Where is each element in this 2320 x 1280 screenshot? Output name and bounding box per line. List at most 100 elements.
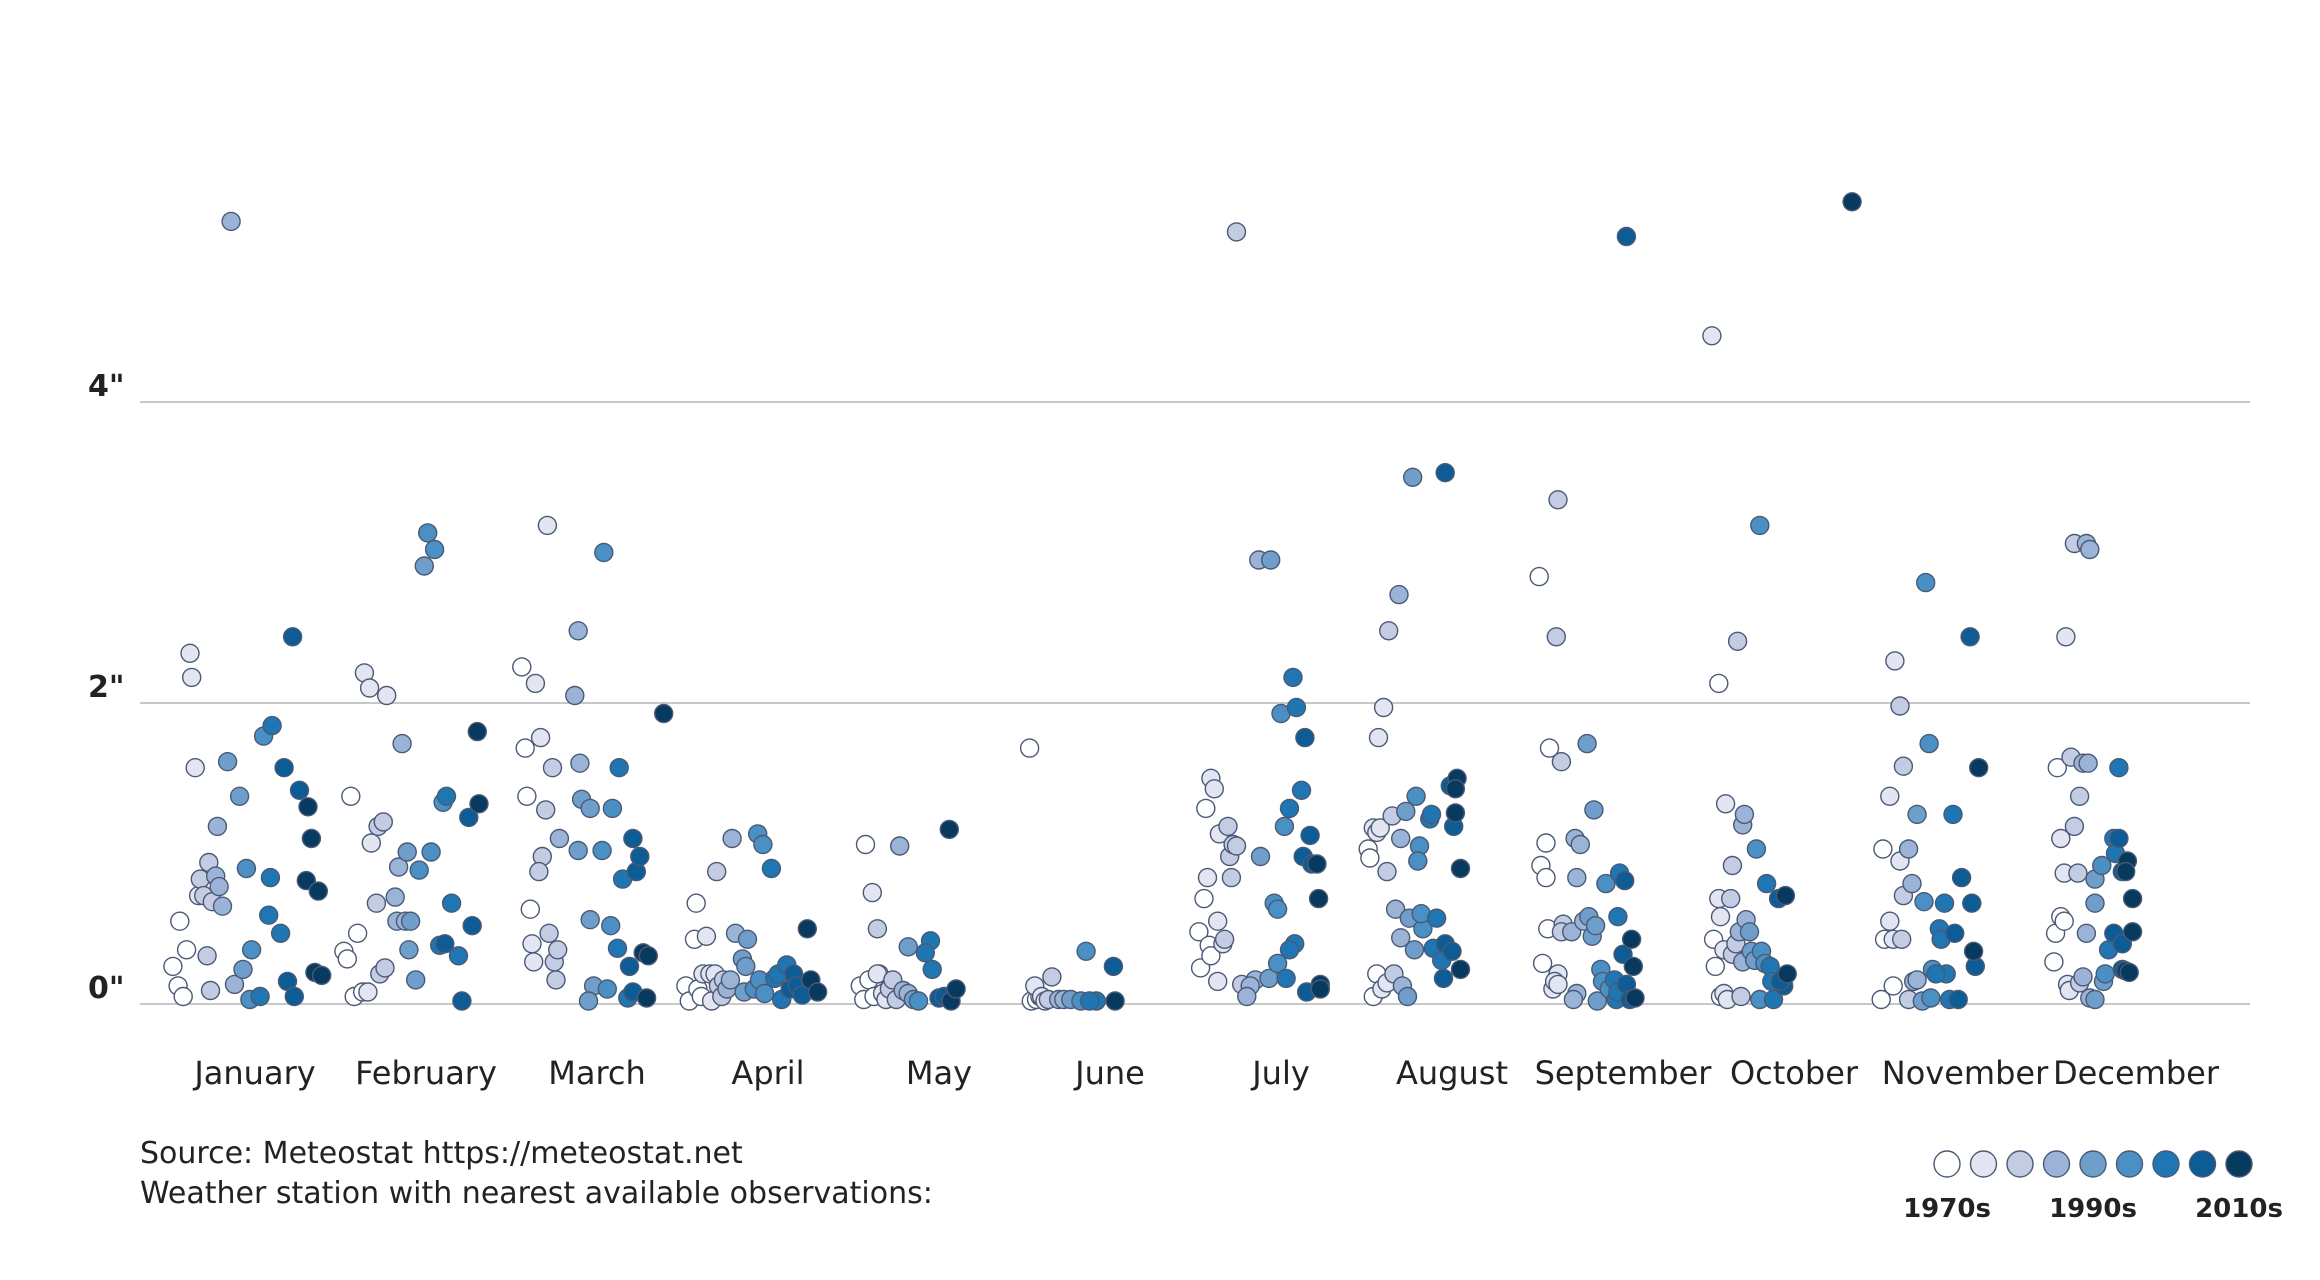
data-point [542,758,563,778]
data-point [2115,861,2136,882]
data-point [1404,940,1425,960]
data-point [1934,893,1955,913]
data-point [1397,986,1418,1007]
data-point [441,893,462,913]
x-tick-label: August [1396,1054,1508,1092]
data-point [2095,964,2115,984]
data-point [409,860,429,880]
data-point [1914,892,1934,912]
data-point [1197,867,1218,888]
y-tick-label: 0" [88,971,125,1006]
data-point [1948,989,1968,1010]
data-point [212,896,233,916]
data-point [1442,941,1462,961]
data-point [946,979,966,999]
data-point [1584,800,1604,820]
data-point [898,937,918,957]
data-point [1368,727,1389,748]
data-point [594,542,614,563]
data-point [570,753,590,773]
data-point [1218,816,1238,837]
data-point [1274,816,1295,837]
data-point [1720,888,1741,909]
data-point [229,786,250,806]
data-point [163,956,183,977]
data-point [1286,697,1307,718]
data-point [459,807,479,828]
data-point [1536,833,1556,853]
data-point [525,673,546,694]
data-point [1307,854,1327,874]
data-point [524,952,544,972]
data-point [436,786,457,806]
data-point [1898,839,1919,859]
data-point [580,910,600,930]
data-point [406,970,426,990]
data-point [539,923,559,943]
data-point [1614,870,1635,891]
data-point [388,857,409,877]
data-point [1385,899,1406,919]
data-point [1433,968,1454,989]
data-point [373,812,393,832]
data-point [341,786,361,806]
data-point [385,887,405,907]
data-point [1756,873,1777,894]
data-point [1893,756,1914,776]
data-point [347,923,368,943]
data-point [1435,463,1455,483]
data-point [284,986,304,1007]
data-point [601,916,621,936]
data-point [1421,804,1442,825]
data-point [1921,988,1941,1008]
data-point [1587,991,1608,1011]
y-tick-label: 4" [88,369,125,404]
data-point [224,974,245,995]
data-point [241,940,262,960]
data-point [517,786,537,806]
data-point [1291,780,1312,800]
x-tick-label: November [1882,1054,2049,1092]
data-point [512,657,532,677]
x-tick-label: May [906,1054,972,1092]
data-point [736,956,756,977]
data-point [939,819,959,840]
x-tick-label: October [1730,1054,1859,1092]
data-point [366,893,387,913]
data-point [522,934,542,954]
data-point [1608,907,1628,927]
data-point [1536,867,1556,888]
data-point [185,758,205,778]
data-point [1260,550,1281,570]
data-point [2068,863,2088,883]
data-point [2122,922,2143,942]
data-point [1883,976,1903,996]
data-point [908,991,929,1011]
data-point [1402,467,1423,487]
data-point [1373,697,1394,718]
data-point [2047,758,2068,778]
data-point [638,946,658,966]
data-point [1842,192,1862,212]
data-point [233,959,253,980]
data-point [270,923,291,943]
data-point [1105,991,1125,1011]
data-point [1567,867,1587,888]
data-point [1370,818,1390,838]
data-point [1880,786,1900,806]
data-point [2085,989,2105,1010]
data-point [548,940,568,960]
data-point [1885,651,1905,671]
data-point [1551,752,1572,772]
data-point [1390,828,1411,849]
data-point [1042,967,1062,987]
data-point [377,685,397,706]
data-point [1621,929,1642,949]
data-point [1214,929,1235,949]
legend-swatch [2188,1150,2217,1178]
data-point [1919,733,1939,754]
data-point [1237,986,1257,1007]
data-point [2044,952,2064,972]
data-point [1915,572,1936,593]
